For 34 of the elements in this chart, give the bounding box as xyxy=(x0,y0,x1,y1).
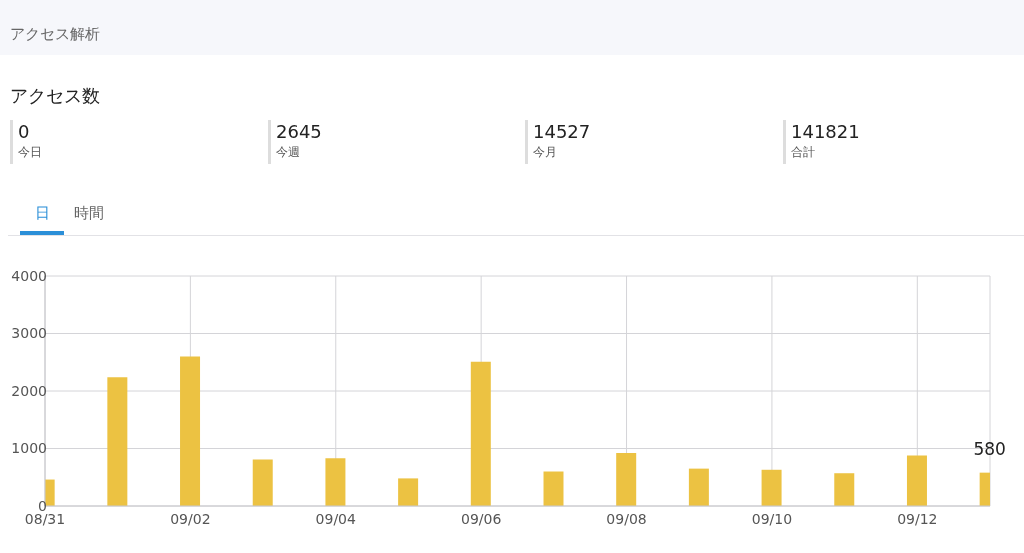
bar xyxy=(906,455,927,506)
y-tick-label: 3000 xyxy=(11,325,47,342)
text: 日 xyxy=(33,204,51,223)
bar xyxy=(398,478,419,506)
y-tick-label: 2000 xyxy=(11,382,47,399)
bar xyxy=(252,459,273,506)
text: 今週 xyxy=(276,144,301,160)
text: 合計 xyxy=(791,144,816,160)
bar xyxy=(107,377,128,506)
x-tick-label: 09/08 xyxy=(606,510,647,527)
chart-subtitle: アクセス数 xyxy=(10,84,100,108)
bar xyxy=(180,356,201,506)
bar xyxy=(543,471,564,506)
x-tick-label: 09/10 xyxy=(751,510,793,527)
bar xyxy=(834,473,855,506)
y-tick-label: 4000 xyxy=(11,267,47,284)
x-tick-label: 09/12 xyxy=(897,510,938,527)
x-tick-label: 09/02 xyxy=(170,510,211,527)
text: 14527 xyxy=(533,120,591,144)
bar xyxy=(688,468,709,506)
bar xyxy=(470,361,491,506)
bar xyxy=(761,469,782,506)
bar xyxy=(616,453,637,506)
chart-title: アクセス解析 xyxy=(10,25,100,44)
text: 141821 xyxy=(791,120,860,144)
text: 今月 xyxy=(533,144,558,160)
text: 今日 xyxy=(18,144,42,160)
text: 時間 xyxy=(74,204,104,223)
text: 2645 xyxy=(276,120,322,144)
bar xyxy=(325,458,346,506)
y-tick-label: 1000 xyxy=(11,440,47,457)
data-label: 580 xyxy=(973,438,1006,459)
x-tick-label: 09/06 xyxy=(460,510,502,527)
x-tick-label: 09/04 xyxy=(315,510,357,527)
